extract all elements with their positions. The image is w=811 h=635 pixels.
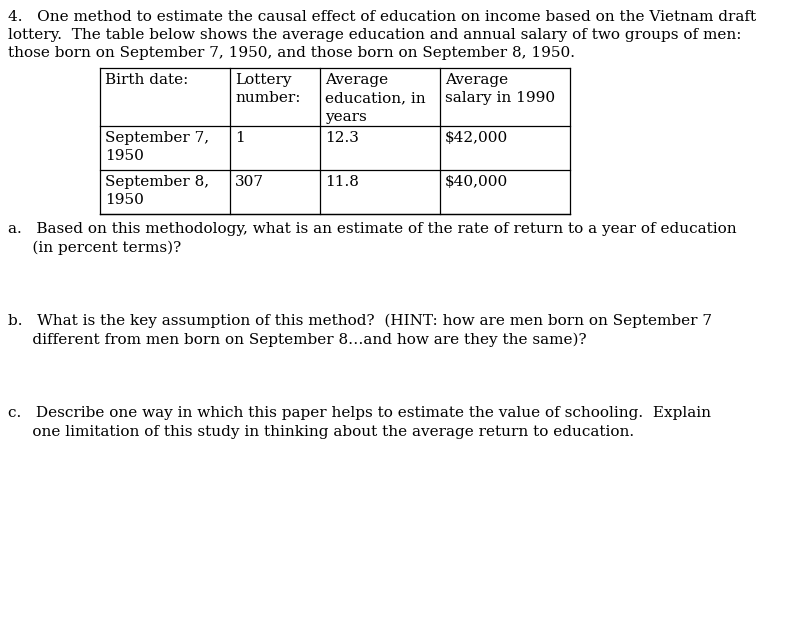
Text: Lottery
number:: Lottery number: [235, 73, 301, 105]
Text: Average
education, in
years: Average education, in years [325, 73, 426, 124]
Text: 1: 1 [235, 131, 245, 145]
Text: Birth date:: Birth date: [105, 73, 188, 87]
Text: September 8,
1950: September 8, 1950 [105, 175, 209, 208]
Text: Average
salary in 1990: Average salary in 1990 [445, 73, 555, 105]
Text: 11.8: 11.8 [325, 175, 359, 189]
Text: different from men born on September 8…and how are they the same)?: different from men born on September 8…a… [8, 333, 586, 347]
Text: 307: 307 [235, 175, 264, 189]
Text: one limitation of this study in thinking about the average return to education.: one limitation of this study in thinking… [8, 425, 634, 439]
Text: $42,000: $42,000 [445, 131, 508, 145]
Text: those born on September 7, 1950, and those born on September 8, 1950.: those born on September 7, 1950, and tho… [8, 46, 575, 60]
Text: 12.3: 12.3 [325, 131, 359, 145]
Text: $40,000: $40,000 [445, 175, 508, 189]
Text: a.   Based on this methodology, what is an estimate of the rate of return to a y: a. Based on this methodology, what is an… [8, 222, 736, 236]
Text: (in percent terms)?: (in percent terms)? [8, 241, 181, 255]
Text: September 7,
1950: September 7, 1950 [105, 131, 209, 163]
Text: c.   Describe one way in which this paper helps to estimate the value of schooli: c. Describe one way in which this paper … [8, 406, 711, 420]
Text: lottery.  The table below shows the average education and annual salary of two g: lottery. The table below shows the avera… [8, 28, 741, 42]
Text: b.   What is the key assumption of this method?  (HINT: how are men born on Sept: b. What is the key assumption of this me… [8, 314, 712, 328]
Text: 4.   One method to estimate the causal effect of education on income based on th: 4. One method to estimate the causal eff… [8, 10, 756, 24]
